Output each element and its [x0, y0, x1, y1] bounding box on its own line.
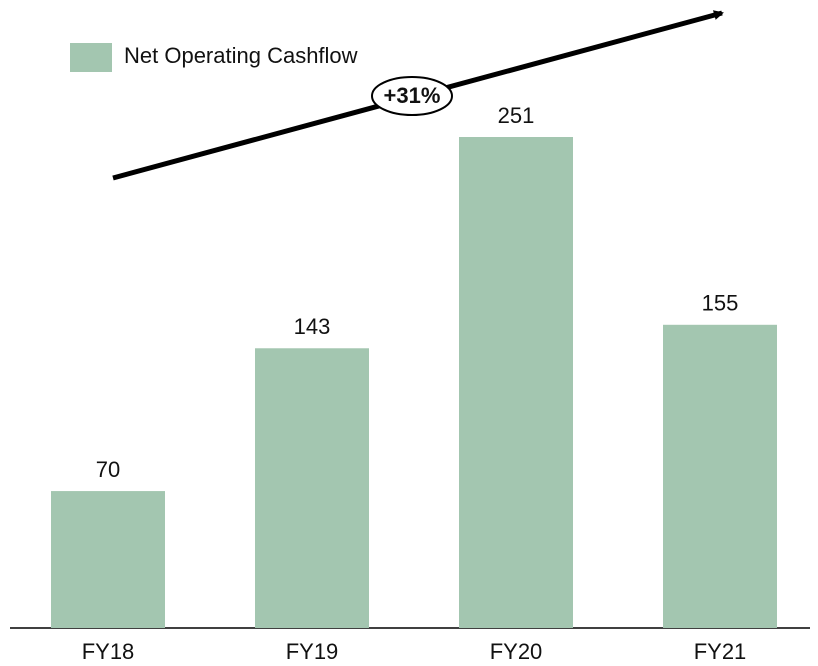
- bar: [663, 324, 777, 628]
- value-label: 143: [294, 314, 331, 339]
- bar: [255, 348, 369, 628]
- legend-swatch: [70, 43, 112, 72]
- x-tick-label: FY18: [82, 639, 135, 664]
- x-tick-label: FY21: [694, 639, 747, 664]
- x-tick-label: FY20: [490, 639, 543, 664]
- annotation-bubble: [371, 76, 453, 116]
- bar: [459, 137, 573, 628]
- value-label: 155: [702, 291, 739, 316]
- legend-label: Net Operating Cashflow: [124, 43, 358, 68]
- value-label: 70: [96, 457, 120, 482]
- value-label: 251: [498, 103, 535, 128]
- annotation: +31%: [384, 83, 441, 108]
- x-tick-label: FY19: [286, 639, 339, 664]
- bar: [51, 491, 165, 628]
